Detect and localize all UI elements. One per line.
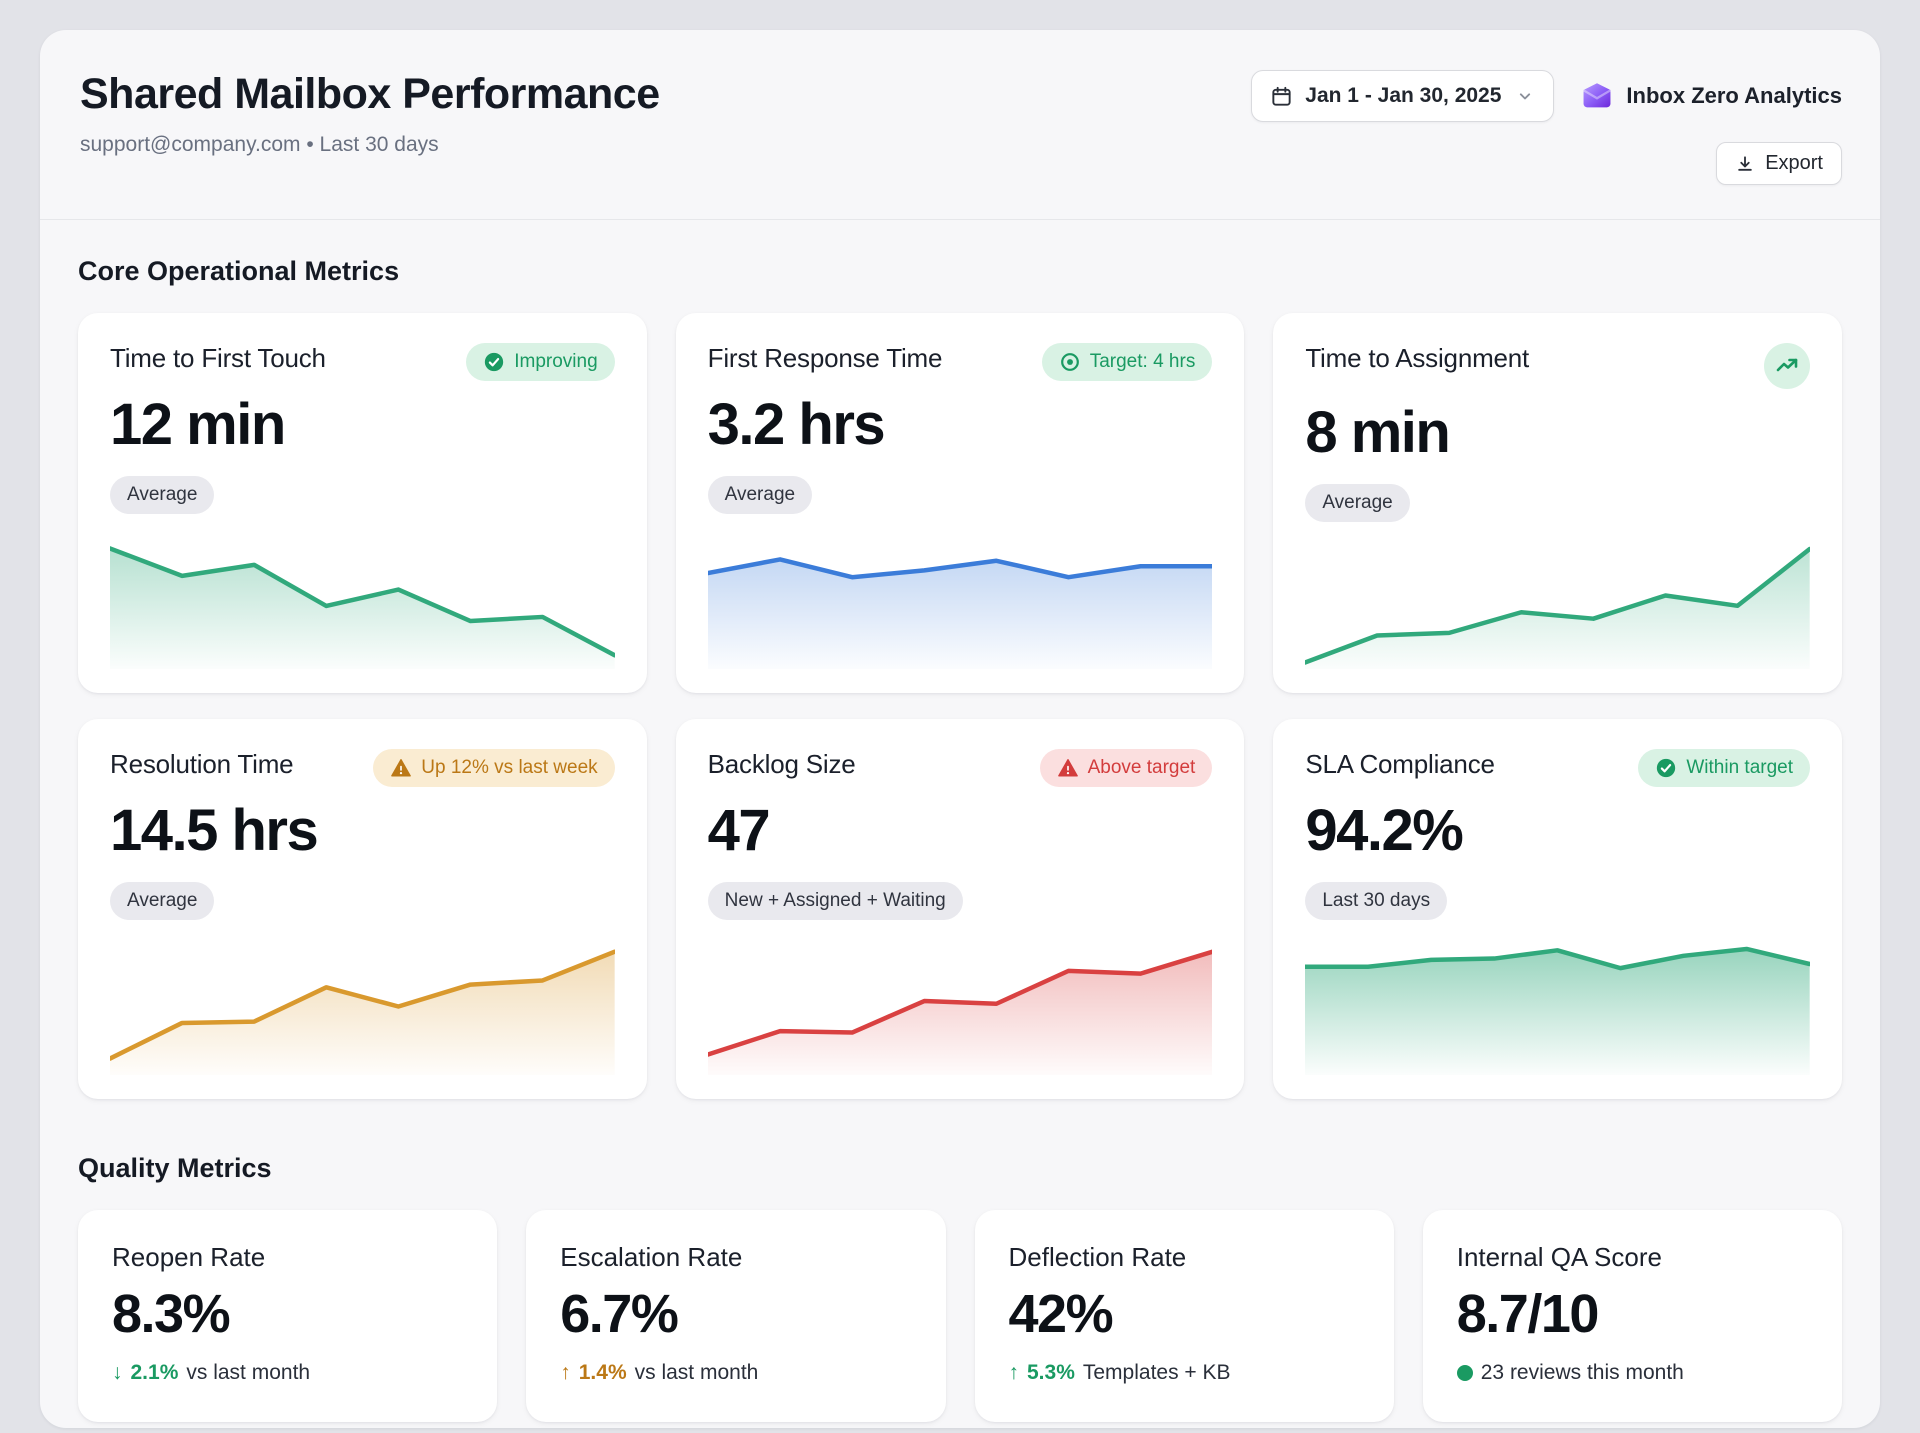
metric-context-chip: Average <box>1305 484 1410 522</box>
page-title: Shared Mailbox Performance <box>80 70 660 118</box>
status-badge-target: Target: 4 hrs <box>1041 343 1213 381</box>
delta-row: 23 reviews this month <box>1456 1361 1808 1385</box>
card-title: First Response Time <box>707 343 943 373</box>
sparkline-first-response-time <box>707 532 1213 669</box>
delta-caption: vs last month <box>186 1361 311 1384</box>
quality-card-deflection-rate: Deflection Rate 42% ↑ 5.3% Templates + K… <box>974 1210 1394 1422</box>
card-title: Reopen Rate <box>112 1242 266 1272</box>
metric-value: 8.3% <box>112 1284 231 1344</box>
inbox-zero-logo-icon <box>1583 83 1612 108</box>
metric-card-sla-compliance: SLA Compliance Within target 94.2% Last … <box>1273 719 1842 1099</box>
status-badge-improving: Improving <box>466 343 615 381</box>
section-heading-core-metrics: Core Operational Metrics <box>78 256 400 286</box>
metric-value: 14.5 hrs <box>110 798 319 863</box>
core-metrics-row-2: Resolution Time Up 12% vs last week 14.5… <box>78 719 1842 1099</box>
badge-label: Within target <box>1686 757 1793 778</box>
metric-value: 47 <box>707 798 771 863</box>
warning-triangle-icon <box>391 759 412 777</box>
content: Core Operational Metrics Time to First T… <box>40 256 1880 1422</box>
header-titles: Shared Mailbox Performance support@compa… <box>80 70 660 157</box>
delta-row: ↓ 2.1% vs last month <box>112 1361 463 1385</box>
arrow-down-icon: ↓ <box>112 1361 123 1384</box>
metric-context-chip: Average <box>707 476 813 514</box>
sparkline-time-to-first-touch <box>110 532 615 669</box>
header: Shared Mailbox Performance support@compa… <box>40 30 1880 220</box>
metric-card-resolution-time: Resolution Time Up 12% vs last week 14.5… <box>78 719 647 1099</box>
status-badge-within-target: Within target <box>1638 749 1810 787</box>
quality-card-escalation-rate: Escalation Rate 6.7% ↑ 1.4% vs last mont… <box>526 1210 946 1422</box>
warning-triangle-icon <box>1057 759 1078 777</box>
metric-card-time-to-assignment: Time to Assignment 8 min Average <box>1273 313 1842 693</box>
core-metrics-row-1: Time to First Touch Improving 12 min Ave… <box>78 313 1842 693</box>
trend-badge <box>1764 343 1810 389</box>
brand: Inbox Zero Analytics <box>1580 79 1842 113</box>
card-title: SLA Compliance <box>1305 749 1495 779</box>
status-badge-above-target: Above target <box>1039 749 1213 787</box>
quality-card-reopen-rate: Reopen Rate 8.3% ↓ 2.1% vs last month <box>78 1210 498 1422</box>
badge-label: Improving <box>514 351 598 372</box>
metric-card-backlog-size: Backlog Size Above target 47 New + Assig… <box>675 719 1245 1099</box>
delta-percent: 2.1% <box>130 1361 179 1384</box>
card-title: Time to First Touch <box>110 343 326 373</box>
metric-context-chip: Average <box>110 476 215 514</box>
metric-context-chip: Average <box>110 882 215 920</box>
sparkline-backlog-size <box>707 938 1213 1075</box>
card-title: Time to Assignment <box>1305 343 1530 373</box>
sparkline-resolution-time <box>110 938 615 1075</box>
delta-percent: 5.3% <box>1027 1361 1075 1384</box>
card-title: Internal QA Score <box>1456 1242 1662 1272</box>
date-range-picker[interactable]: Jan 1 - Jan 30, 2025 <box>1251 70 1555 122</box>
status-badge-warning: Up 12% vs last week <box>373 749 615 787</box>
trending-up-icon <box>1776 358 1798 372</box>
metric-card-first-response-time: First Response Time Target: 4 hrs 3.2 hr… <box>675 313 1245 693</box>
delta-percent: 1.4% <box>578 1361 627 1384</box>
metric-value: 42% <box>1008 1284 1114 1344</box>
badge-label: Above target <box>1087 757 1196 778</box>
check-circle-icon <box>1657 758 1676 778</box>
metric-value: 94.2% <box>1305 798 1463 863</box>
dashboard-panel: Shared Mailbox Performance support@compa… <box>40 30 1880 1428</box>
target-icon <box>1060 353 1079 371</box>
check-circle-icon <box>485 352 504 372</box>
export-label: Export <box>1765 152 1823 174</box>
chevron-down-icon <box>1520 93 1531 100</box>
metric-value: 12 min <box>110 392 286 457</box>
metric-card-time-to-first-touch: Time to First Touch Improving 12 min Ave… <box>78 313 647 693</box>
arrow-up-icon: ↑ <box>560 1361 571 1384</box>
quality-card-internal-qa-score: Internal QA Score 8.7/10 23 reviews this… <box>1422 1210 1842 1422</box>
calendar-icon <box>1272 86 1291 106</box>
delta-row: ↑ 5.3% Templates + KB <box>1009 1361 1360 1385</box>
metric-value: 8 min <box>1305 400 1450 465</box>
brand-label: Inbox Zero Analytics <box>1626 83 1842 108</box>
arrow-up-icon: ↑ <box>1008 1361 1020 1384</box>
metric-value: 3.2 hrs <box>707 392 886 457</box>
page-subtitle: support@company.com • Last 30 days <box>80 133 439 156</box>
download-icon <box>1738 155 1752 171</box>
quality-metrics-row: Reopen Rate 8.3% ↓ 2.1% vs last month Es… <box>78 1210 1842 1422</box>
delta-caption: vs last month <box>634 1361 759 1384</box>
green-dot-icon <box>1456 1365 1473 1381</box>
sparkline-time-to-assignment <box>1305 540 1810 669</box>
metric-context-chip: Last 30 days <box>1305 882 1448 920</box>
delta-row: ↑ 1.4% vs last month <box>560 1361 911 1385</box>
metric-value: 8.7/10 <box>1456 1284 1600 1344</box>
delta-caption: Templates + KB <box>1082 1361 1231 1384</box>
card-title: Deflection Rate <box>1008 1242 1187 1272</box>
delta-caption: 23 reviews this month <box>1480 1361 1684 1384</box>
card-title: Backlog Size <box>707 749 856 779</box>
metric-context-chip: New + Assigned + Waiting <box>707 882 963 920</box>
export-button[interactable]: Export <box>1716 142 1842 185</box>
section-heading-quality-metrics: Quality Metrics <box>78 1153 272 1183</box>
badge-label: Target: 4 hrs <box>1089 351 1196 372</box>
date-range-label: Jan 1 - Jan 30, 2025 <box>1305 84 1502 107</box>
metric-value: 6.7% <box>560 1284 679 1344</box>
badge-label: Up 12% vs last week <box>421 757 598 778</box>
card-title: Resolution Time <box>110 749 294 779</box>
header-actions: Jan 1 - Jan 30, 2025 <box>1251 70 1842 185</box>
sparkline-sla-compliance <box>1305 938 1810 1075</box>
card-title: Escalation Rate <box>560 1242 743 1272</box>
